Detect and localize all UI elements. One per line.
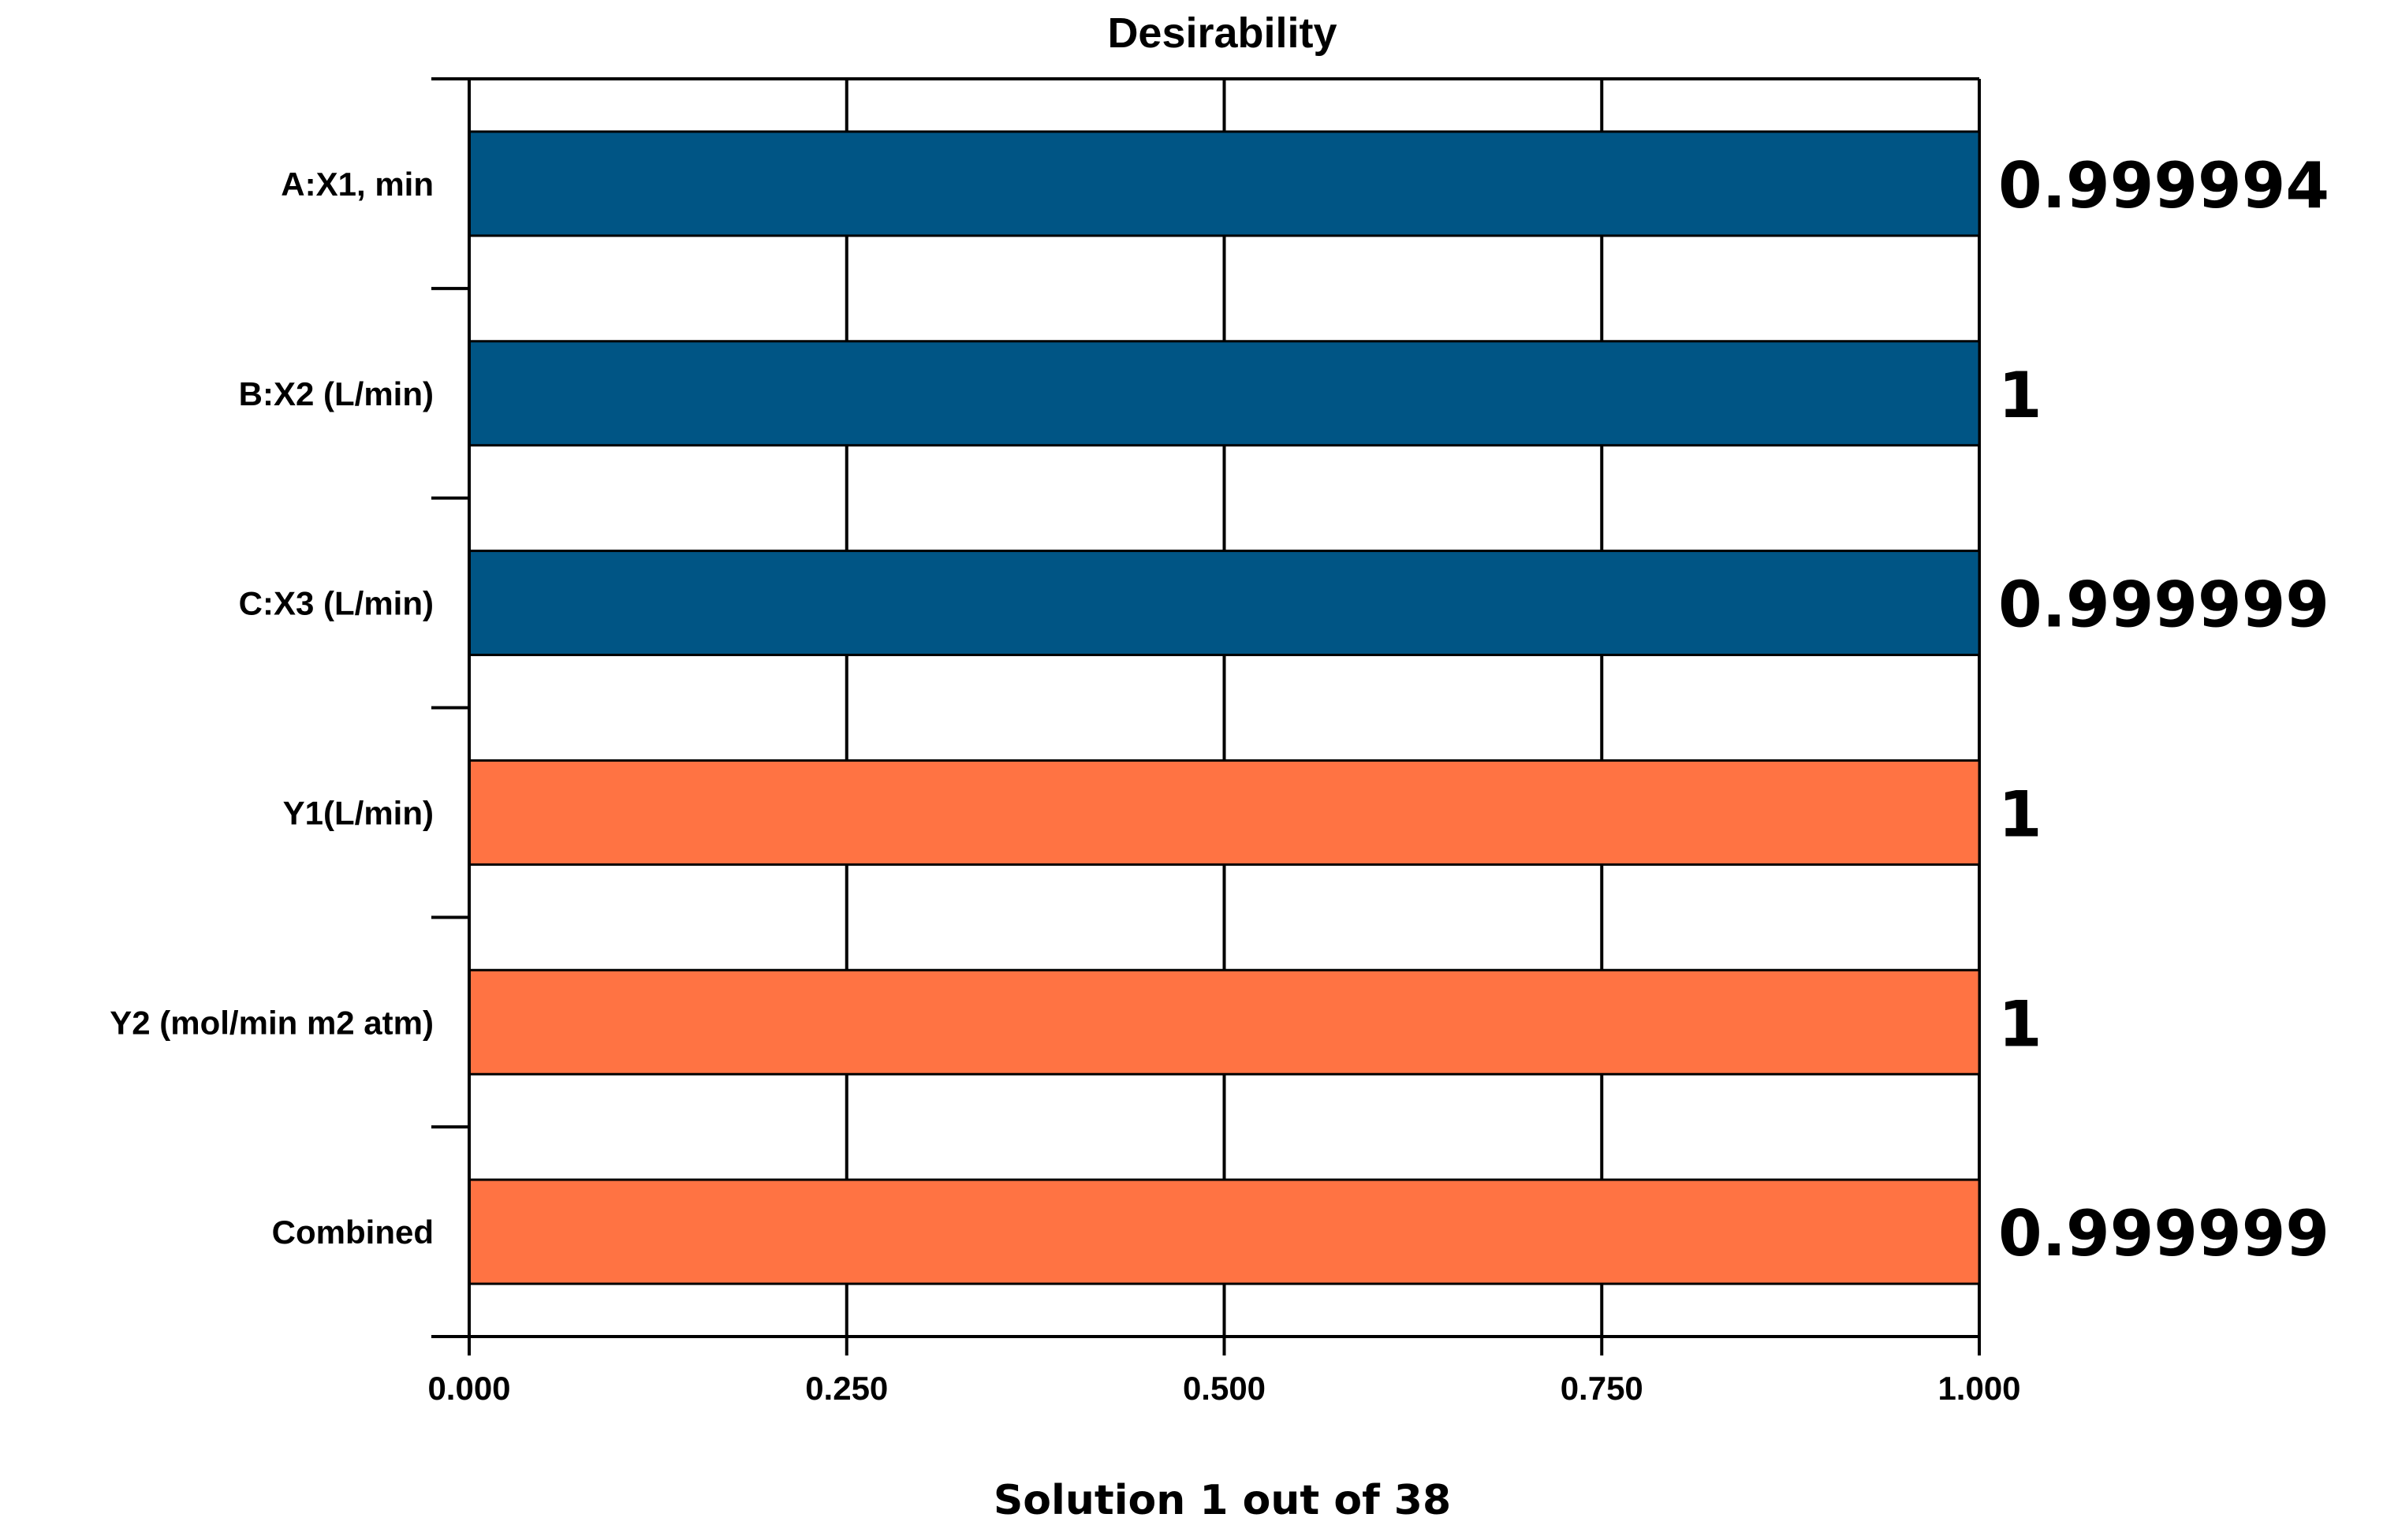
bar-value-label: 0.999999 [1998,1197,2329,1270]
x-tick-label: 0.750 [1561,1370,1643,1407]
x-tick-label: 1.000 [1937,1370,2020,1407]
bar [468,1178,1981,1285]
x-tick-label: 0.250 [805,1370,888,1407]
category-label: Y2 (mol/min m2 atm) [110,1004,434,1041]
bar-value-label: 1 [1998,987,2042,1061]
x-axis-label: Solution 1 out of 38 [994,1477,1451,1524]
bar [468,340,1981,447]
category-label: Y1(L/min) [283,794,434,831]
category-label: C:X3 (L/min) [239,585,434,622]
x-tick-label: 0.500 [1183,1370,1266,1407]
category-label: Combined [272,1214,434,1251]
chart-title: Desirability [1107,9,1337,57]
x-tick-label: 0.000 [427,1370,510,1407]
bar-value-label: 0.999999 [1998,569,2329,642]
bar-value-label: 0.999994 [1998,149,2329,222]
bars [468,130,1981,1285]
bar [468,759,1981,866]
bar-value-label: 1 [1998,359,2042,432]
bar [468,130,1981,237]
axes [431,77,1981,1355]
bar [468,550,1981,657]
category-label: A:X1, min [281,166,434,203]
labels: A:X1, min 0.999994 B:X2 (L/min) 1 C:X3 (L/mi… [110,149,2329,1407]
bar-value-label: 1 [1998,777,2042,851]
category-label: B:X2 (L/min) [239,375,434,412]
bar [468,968,1981,1076]
